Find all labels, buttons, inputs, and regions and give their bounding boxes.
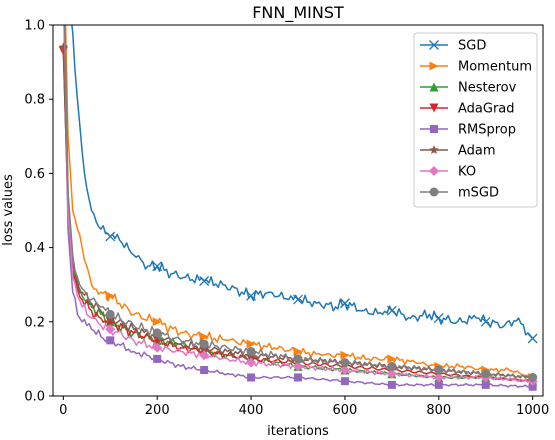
data-point-momentum: [152, 317, 162, 327]
data-point-adam: [58, 42, 69, 52]
data-point-rmsprop: [153, 354, 162, 363]
data-point-msgd: [434, 365, 444, 375]
legend-label: Adam: [458, 144, 496, 159]
legend-label: mSGD: [458, 186, 499, 201]
plot-frame: [52, 24, 544, 397]
data-point-momentum: [293, 346, 303, 356]
legend-marker: [429, 145, 439, 155]
x-tick-label: 0: [59, 403, 67, 418]
data-point-ko: [105, 324, 116, 335]
data-point-rmsprop: [106, 336, 115, 345]
data-point-rmsprop: [247, 373, 256, 382]
data-point-ko: [246, 357, 257, 368]
legend-entry-momentum: Momentum: [420, 60, 532, 75]
data-point-msgd: [293, 354, 303, 364]
data-point-rmsprop: [294, 373, 302, 382]
data-point-msgd: [387, 361, 397, 371]
data-point-sgd: [199, 276, 210, 286]
legend-entry-msgd: mSGD: [420, 186, 499, 201]
y-tick-label: 0.4: [24, 241, 45, 256]
legend-label: AdaGrad: [458, 102, 515, 117]
data-point-sgd: [105, 231, 116, 242]
y-tick-label: 1.0: [24, 19, 45, 34]
data-point-sgd: [246, 290, 257, 301]
data-point-msgd: [246, 346, 256, 356]
x-axis: 0 200 400 600 800 1000: [59, 396, 549, 418]
legend-marker: [430, 125, 438, 133]
data-point-momentum: [246, 339, 256, 349]
data-point-ko: [293, 361, 303, 372]
series-msgd: [63, 25, 538, 382]
data-point-msgd: [199, 339, 209, 349]
x-tick-label: 800: [426, 403, 451, 418]
series-ko: [63, 25, 538, 387]
series-layer: [58, 25, 538, 391]
data-point-momentum: [387, 354, 397, 364]
legend-label: RMSprop: [458, 123, 516, 138]
data-point-rmsprop: [434, 380, 443, 389]
data-point-ko: [152, 342, 163, 353]
legend-label: Momentum: [458, 60, 532, 75]
legend-entry-nesterov: Nesterov: [420, 81, 517, 96]
y-tick-label: 0.2: [24, 315, 45, 330]
data-point-sgd: [339, 298, 350, 309]
data-point-sgd: [386, 305, 397, 316]
data-point-msgd: [528, 372, 538, 382]
legend-entry-rmsprop: RMSprop: [420, 123, 516, 138]
legend-label: Nesterov: [458, 81, 517, 96]
data-point-rmsprop: [387, 380, 396, 389]
legend-entry-adam: Adam: [420, 144, 496, 159]
legend-marker: [429, 166, 439, 176]
data-point-rmsprop: [200, 366, 209, 375]
x-tick-label: 200: [145, 403, 170, 418]
data-point-msgd: [340, 358, 350, 368]
data-point-ko: [339, 365, 350, 376]
data-point-rmsprop: [340, 377, 349, 386]
x-tick-label: 400: [239, 403, 264, 418]
chart-title: FNN_MINST: [252, 3, 344, 23]
data-point-ko: [199, 350, 210, 361]
legend-frame: [413, 32, 538, 208]
data-point-msgd: [152, 328, 162, 338]
data-point-msgd: [481, 369, 491, 379]
data-point-ko: [433, 372, 444, 383]
y-axis: 0.0 0.2 0.4 0.6 0.8 1.0: [24, 19, 53, 405]
legend-marker: [429, 40, 439, 50]
y-tick-label: 0.0: [24, 390, 45, 405]
y-axis-title: loss values: [1, 174, 16, 246]
x-tick-label: 600: [333, 403, 358, 418]
legend-entry-ko: KO: [420, 165, 476, 180]
data-point-sgd: [527, 333, 538, 344]
y-tick-label: 0.6: [24, 167, 45, 182]
data-point-momentum: [105, 291, 115, 301]
legend: SGD Momentum Nesterov AdaGrad RMSprop Adam KO m…: [413, 32, 538, 208]
x-axis-title: iterations: [267, 424, 329, 439]
data-point-rmsprop: [481, 380, 490, 389]
data-point-momentum: [340, 350, 350, 360]
legend-entry-adagrad: AdaGrad: [420, 102, 515, 117]
legend-entry-sgd: SGD: [420, 39, 486, 54]
legend-label: KO: [458, 165, 476, 180]
series-rmsprop: [63, 25, 537, 391]
series-sgd: [71, 25, 538, 344]
data-point-rmsprop: [528, 382, 537, 391]
y-tick-label: 0.8: [24, 93, 45, 108]
data-point-sgd: [480, 316, 491, 327]
legend-label: SGD: [458, 39, 486, 54]
x-tick-label: 1000: [516, 403, 549, 418]
legend-marker: [429, 187, 439, 197]
data-point-sgd: [293, 294, 303, 305]
legend-marker: [429, 82, 439, 92]
data-point-sgd: [152, 261, 163, 272]
data-point-sgd: [433, 313, 444, 324]
data-point-msgd: [105, 309, 115, 319]
legend-marker: [429, 103, 439, 113]
data-point-ko: [386, 368, 397, 379]
legend-marker: [429, 61, 439, 71]
